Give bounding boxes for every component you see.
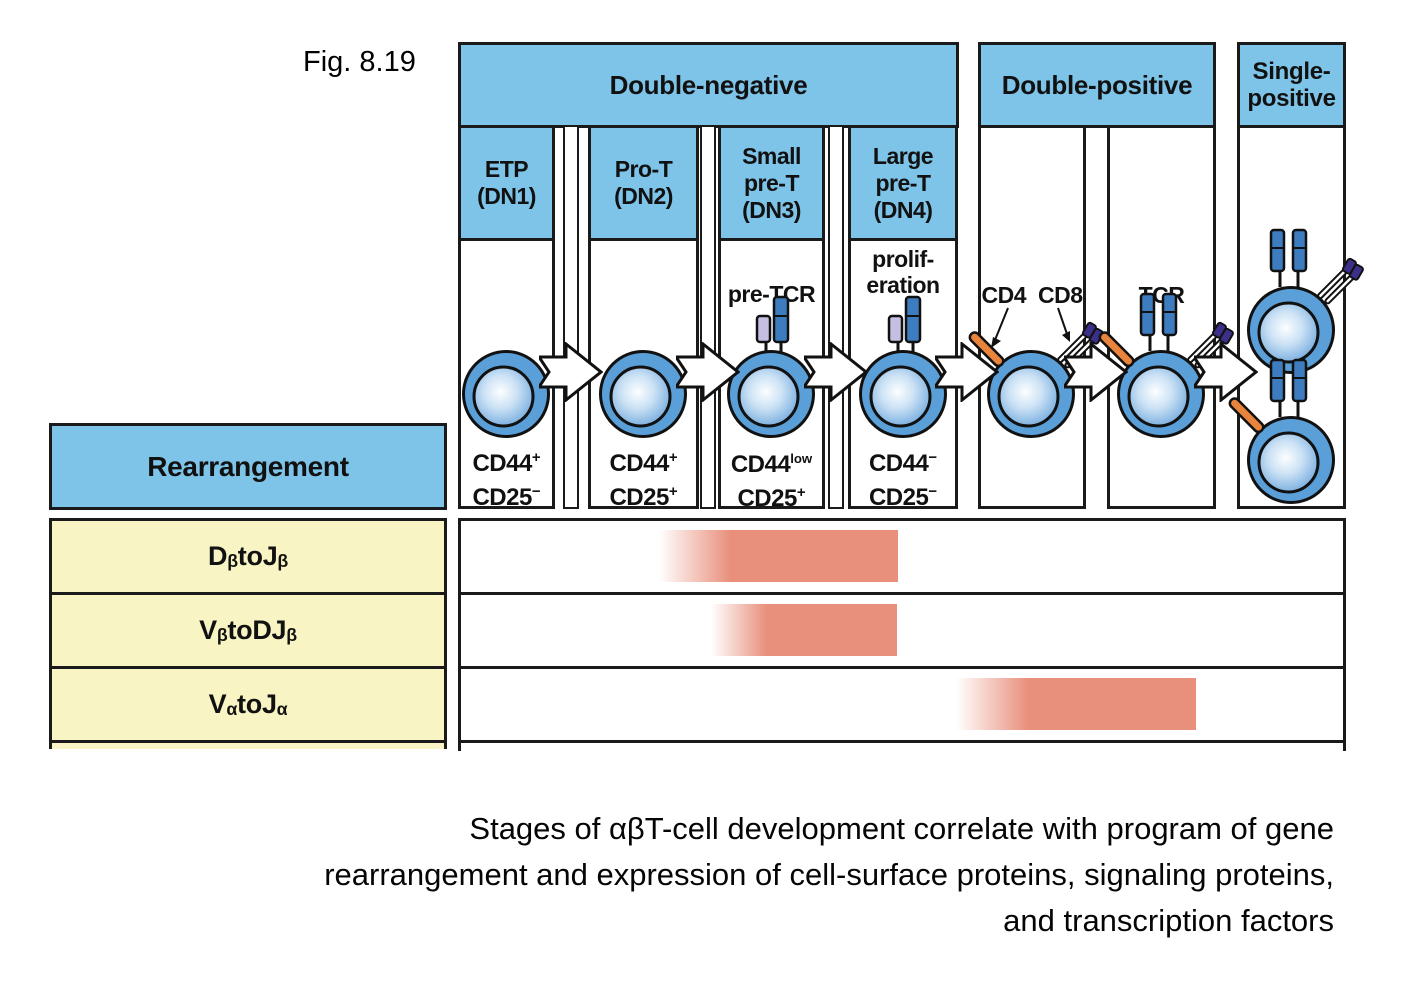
rearrangement-bar-table [458, 518, 1346, 751]
activity-bar [658, 530, 898, 583]
markers-dn2: CD44+ CD25+ [609, 450, 678, 511]
stage-panel-dn3: Small pre-T (DN3) [718, 125, 825, 509]
group-header-double-negative: Double-negative [458, 42, 959, 128]
cd4-cd8-labels: CD4 CD8 [972, 282, 1092, 308]
stage-label-line: pre-T [875, 169, 932, 196]
stage-label-line: ETP [484, 156, 529, 182]
stage-arrow-icon [539, 342, 603, 402]
stage-arrow-icon [1194, 342, 1258, 402]
gap-strip [563, 125, 579, 509]
stage-label-dn2: Pro-T (DN2) [591, 128, 696, 241]
figure-caption: Stages of αβT-cell development correlate… [60, 806, 1334, 944]
rearrangement-bar-row [461, 521, 1343, 595]
stage-panel-dn1: ETP (DN1) [458, 125, 555, 509]
rearrangement-bar-row [461, 595, 1343, 669]
stage-panel-dp1 [978, 125, 1086, 509]
group-header-single-positive: Single-positive [1237, 42, 1346, 128]
stage-panel-dn4: Large pre-T (DN4) [848, 125, 958, 509]
stage-label-line: (DN1) [477, 183, 536, 209]
stage-label-line: Pro-T [614, 156, 673, 182]
stage-panel-dp2 [1107, 125, 1216, 509]
proliferation-label: prolif- eration [848, 246, 958, 298]
markers-dn1: CD44+ CD25− [472, 450, 541, 511]
caption-line: and transcription factors [1003, 903, 1334, 938]
gap-strip [700, 125, 716, 509]
activity-bar [710, 604, 897, 657]
rearrangement-header: Rearrangement [49, 423, 447, 510]
pre-tcr-receptor-icon [755, 295, 790, 355]
proliferation-label-line: prolif- [872, 246, 934, 272]
stage-arrow-icon [1064, 342, 1128, 402]
stage-arrow-icon [804, 342, 868, 402]
proliferation-label-line: eration [866, 272, 940, 298]
stage-panel-dn2: Pro-T (DN2) [588, 125, 699, 509]
group-header-double-positive: Double-positive [978, 42, 1216, 128]
stage-arrow-icon [935, 342, 999, 402]
stage-label-line: (DN4) [873, 196, 933, 223]
rearrangement-bar-row [461, 669, 1343, 743]
cropped-row [52, 743, 444, 749]
tcr-receptor-icon [1139, 292, 1178, 353]
figure-number: Fig. 8.19 [303, 46, 416, 78]
stage-label-line: Small [742, 142, 801, 169]
markers-dn4: CD44− CD25− [868, 450, 938, 511]
markers-dn3: CD44low CD25+ [730, 451, 813, 512]
tcr-receptor-icon [1269, 358, 1308, 419]
stage-arrow-icon [676, 342, 740, 402]
stage-label-dn1: ETP (DN1) [461, 128, 552, 241]
cropped-row [461, 743, 1343, 751]
cd4-label: CD4 [981, 282, 1026, 308]
stage-label-line: pre-T [744, 169, 800, 196]
gap-strip [828, 125, 844, 509]
cd8-receptor-icon [1316, 256, 1365, 306]
cd8-label: CD8 [1038, 282, 1083, 308]
caption-line: rearrangement and expression of cell-sur… [324, 857, 1334, 892]
stage-label-dn3: Small pre-T (DN3) [721, 128, 822, 241]
cd4-receptor-icon [1226, 395, 1267, 435]
caption-line: Stages of αβT-cell development correlate… [469, 811, 1334, 846]
pre-tcr-receptor-icon [887, 295, 922, 355]
stage-label-line: (DN2) [614, 183, 673, 209]
pre-tcr-label: pre-TCR [727, 281, 816, 307]
activity-bar [955, 678, 1196, 731]
cd4-cd8-pointer-arrows [991, 307, 1070, 348]
stage-label-line: Large [872, 142, 934, 169]
stage-label-line: (DN3) [742, 196, 801, 223]
tcr-receptor-icon [1269, 228, 1308, 289]
stage-label-dn4: Large pre-T (DN4) [851, 128, 955, 241]
